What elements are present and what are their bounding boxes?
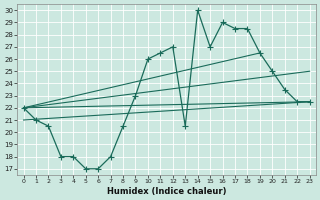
X-axis label: Humidex (Indice chaleur): Humidex (Indice chaleur)	[107, 187, 226, 196]
